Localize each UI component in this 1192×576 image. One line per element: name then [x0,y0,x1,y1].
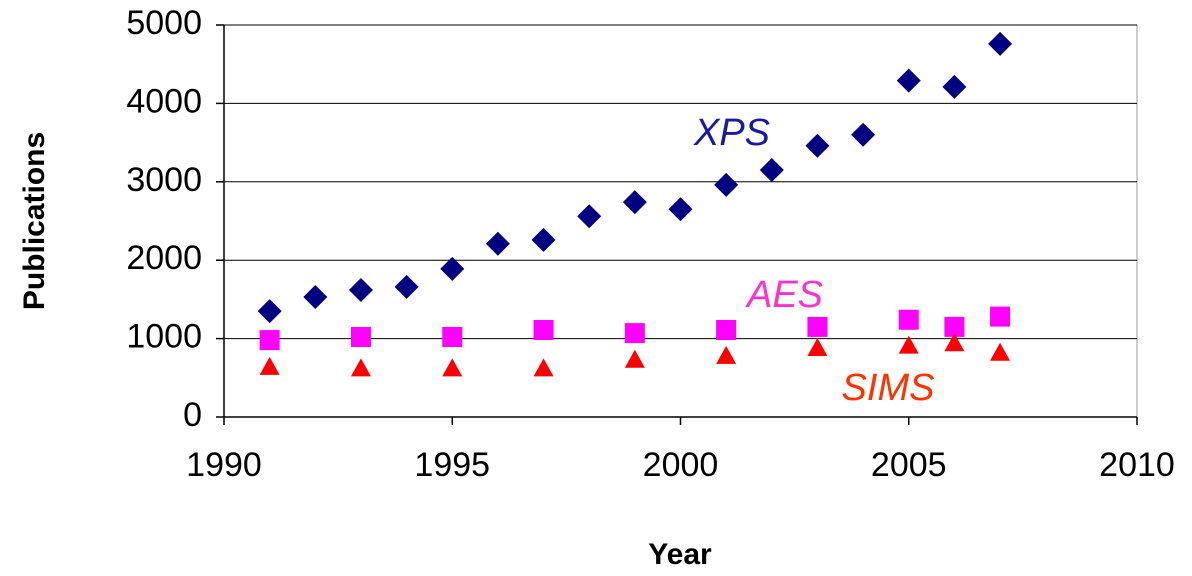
series-label: AES [745,274,823,316]
series-label: SIMS [842,367,935,409]
point [259,356,280,375]
point [942,74,967,99]
point [759,158,784,183]
point [577,204,602,229]
y-tick-label: 3000 [126,161,202,199]
y-tick-label: 0 [183,396,202,434]
point [805,133,830,158]
point [716,319,737,340]
point [303,285,328,310]
y-tick-label: 2000 [126,239,202,277]
point [533,358,554,377]
point [394,274,419,299]
point [807,316,828,337]
point [485,231,510,256]
point [442,358,463,377]
point [624,349,645,368]
x-tick-label: 1990 [186,446,262,484]
point [944,333,965,352]
point [533,319,554,340]
point [622,190,647,215]
x-tick-label: 2005 [871,446,947,484]
point [257,299,282,324]
point [807,338,828,357]
y-tick-label: 1000 [126,318,202,356]
y-tick-label: 5000 [126,4,202,42]
point [350,358,371,377]
point [531,227,556,252]
point [716,345,737,364]
point [944,316,965,337]
point [668,197,693,222]
point [714,172,739,197]
point [348,277,373,302]
point [851,122,876,147]
point [440,256,465,281]
series-label: XPS [693,112,770,154]
x-axis-title: Year [648,538,712,571]
y-axis-title: Publications [18,132,51,310]
point [988,31,1013,56]
point [259,330,280,351]
point [898,309,919,330]
point [350,327,371,348]
x-tick-label: 2000 [643,446,719,484]
x-tick-label: 2010 [1099,446,1175,484]
point [624,323,645,344]
point [990,306,1011,327]
x-tick-label: 1995 [414,446,490,484]
point [896,68,921,93]
point [442,327,463,348]
point [990,342,1011,361]
point [898,335,919,354]
y-tick-label: 4000 [126,82,202,120]
